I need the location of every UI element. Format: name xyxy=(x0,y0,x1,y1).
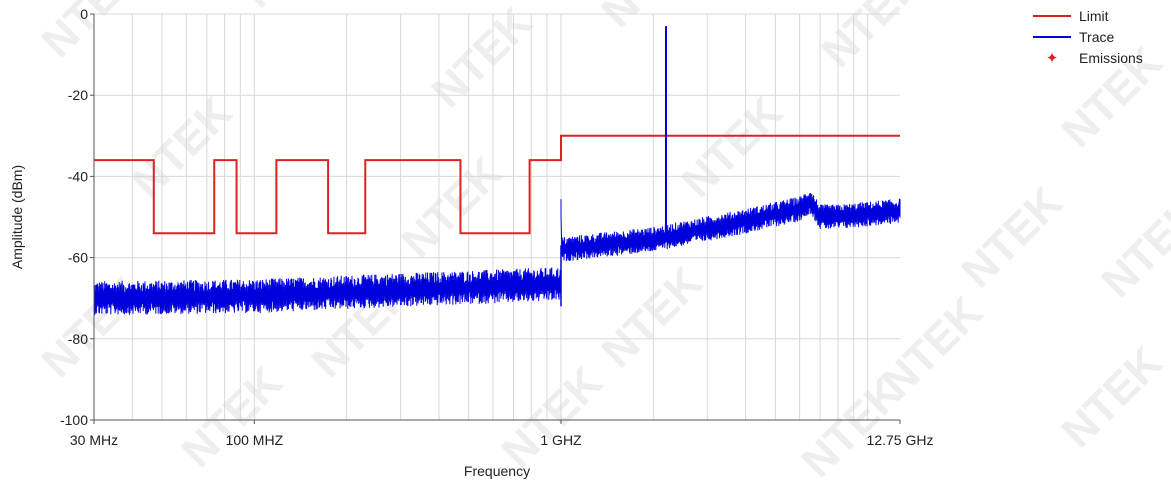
watermark-text: NTEK xyxy=(1092,188,1171,308)
x-tick-label: 100 MHZ xyxy=(226,432,284,448)
y-tick-label: -40 xyxy=(68,168,88,184)
y-tick-label: 0 xyxy=(80,6,88,22)
legend-label: Limit xyxy=(1079,8,1109,24)
legend-item-trace: Trace xyxy=(1033,29,1114,45)
watermark-text: NTEK xyxy=(492,358,612,478)
x-axis-label: Frequency xyxy=(464,463,530,479)
watermark-text: NTEK xyxy=(232,0,352,17)
trace-line-low-band xyxy=(94,268,561,316)
y-tick-label: -80 xyxy=(68,331,88,347)
y-tick-label: -60 xyxy=(68,250,88,266)
y-axis-label: Amplitude (dBm) xyxy=(9,165,25,269)
legend-label: Emissions xyxy=(1079,50,1143,66)
watermark-text: NTEK xyxy=(422,0,542,117)
y-tick-label: -100 xyxy=(60,412,88,428)
y-tick-label: -20 xyxy=(68,87,88,103)
watermark-text: NTEK xyxy=(812,0,932,77)
watermark-text: NTEK xyxy=(592,258,712,378)
legend-star-marker: ✦ xyxy=(1046,49,1059,67)
watermark-text: NTEK xyxy=(172,358,292,478)
x-tick-label: 1 GHZ xyxy=(540,432,582,448)
watermark-text: NTEK xyxy=(952,178,1072,298)
watermark-text: NTEK xyxy=(792,368,912,486)
watermark-text: NTEK xyxy=(122,88,242,208)
watermark-text: NTEK xyxy=(1052,338,1171,458)
trace-line-high-band xyxy=(561,193,900,261)
legend-item-emissions: ✦ Emissions xyxy=(1046,49,1143,67)
x-tick-label: 30 MHz xyxy=(70,432,118,448)
legend-label: Trace xyxy=(1079,29,1114,45)
watermark-text: NTEK xyxy=(672,88,792,208)
watermark-text: NTEK xyxy=(392,148,512,268)
legend: Limit Trace ✦ Emissions xyxy=(1033,8,1143,67)
watermark-text: NTEK xyxy=(592,0,712,37)
x-tick-label: 12.75 GHz xyxy=(867,432,934,448)
legend-item-limit: Limit xyxy=(1033,8,1109,24)
watermark-text: NTEK xyxy=(32,0,152,67)
